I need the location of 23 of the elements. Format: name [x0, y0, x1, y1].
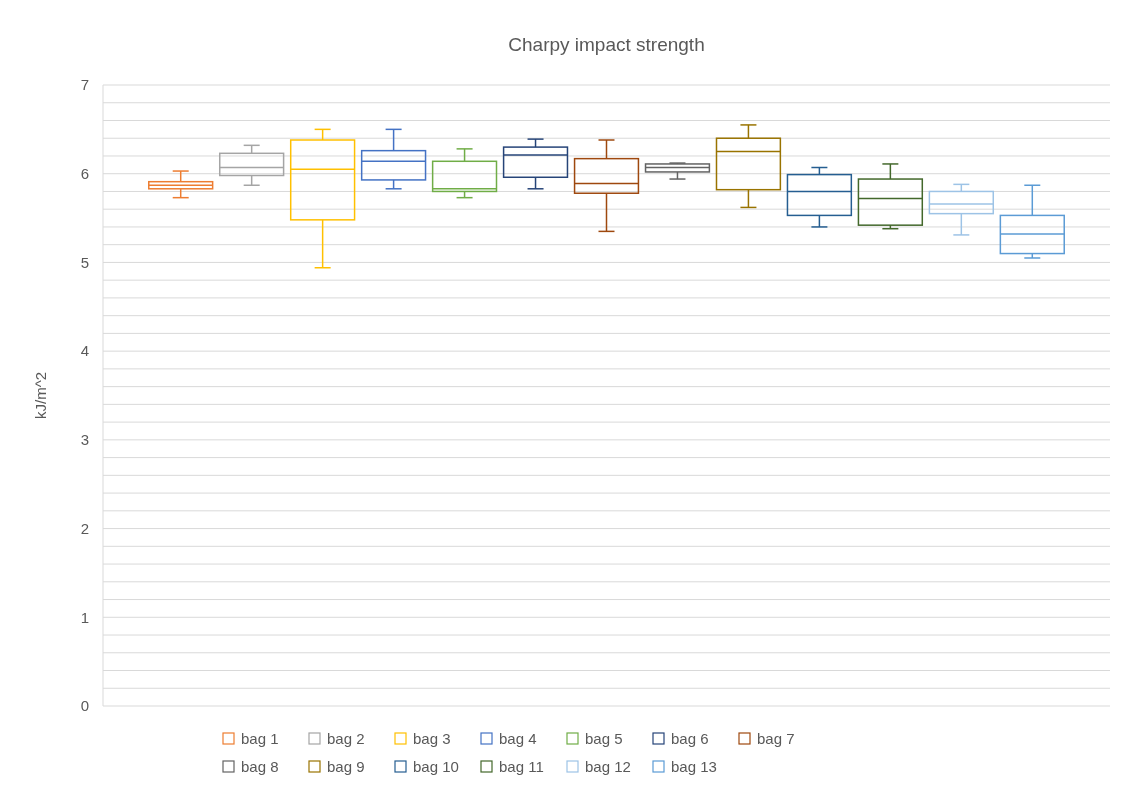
y-tick-label: 3 [80, 431, 89, 449]
legend-label: bag 1 [241, 730, 279, 747]
legend-label: bag 12 [585, 758, 631, 775]
legend-label: bag 2 [327, 730, 365, 747]
y-tick-label: 6 [80, 164, 89, 182]
legend-label: bag 10 [413, 758, 459, 775]
legend-label: bag 5 [585, 730, 623, 747]
legend-label: bag 7 [757, 730, 795, 747]
legend-label: bag 6 [671, 730, 709, 747]
legend-label: bag 13 [671, 758, 717, 775]
y-axis-title: kJ/m^2 [32, 371, 49, 420]
legend-label: bag 3 [413, 730, 451, 747]
y-tick-label: 4 [80, 342, 89, 360]
legend-label: bag 11 [499, 758, 544, 775]
chart-title: Charpy impact strength [508, 34, 705, 55]
y-tick-label: 0 [80, 697, 89, 715]
y-tick-label: 7 [80, 76, 89, 94]
y-tick-label: 1 [80, 608, 89, 626]
legend-label: bag 8 [241, 758, 279, 775]
legend-label: bag 4 [499, 730, 537, 747]
y-tick-label: 2 [80, 519, 89, 537]
y-tick-label: 5 [80, 253, 89, 271]
legend-label: bag 9 [327, 758, 365, 775]
